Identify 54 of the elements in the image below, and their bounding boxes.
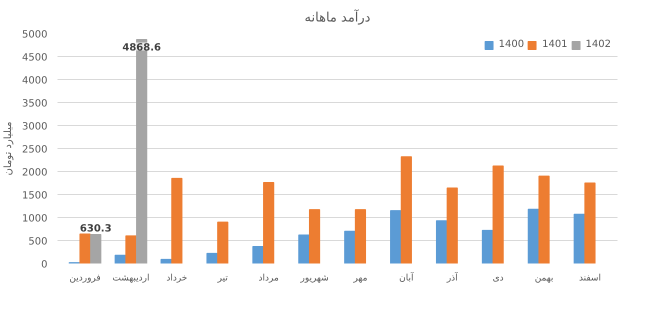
y-tick-label: 0 (41, 260, 48, 270)
x-tick-label: مرداد (258, 274, 279, 284)
bar (400, 156, 412, 264)
bar (390, 210, 402, 264)
legend-label: 1401 (542, 39, 568, 50)
y-tick-label: 4500 (22, 52, 48, 64)
x-tick-label: دی (492, 274, 504, 284)
bar (79, 234, 91, 264)
data-label: 630.3 (80, 224, 112, 235)
x-tick-label: آبان (399, 272, 414, 284)
x-tick-label: شهریور (299, 274, 329, 284)
y-axis-title: میلیارد تومان (3, 122, 14, 176)
bar (263, 182, 274, 264)
bar (436, 220, 448, 264)
y-tick-label: 2500 (22, 144, 48, 156)
y-tick-label: 5000 (22, 30, 48, 40)
data-label: 4868.6 (122, 42, 161, 54)
bar (574, 214, 585, 264)
bar (528, 208, 539, 264)
bar (114, 254, 126, 264)
y-tick-label: 4000 (22, 76, 48, 86)
bar (125, 235, 137, 264)
x-tick-label: آذر (446, 272, 458, 284)
bar (446, 188, 458, 264)
chart-title: درآمد ماهانه (304, 8, 371, 26)
y-tick-label: 3000 (22, 122, 48, 132)
bar (354, 209, 366, 264)
bar (492, 165, 504, 264)
x-tick-label: اردیبهشت (112, 274, 150, 284)
bar (538, 176, 550, 264)
bar (308, 209, 320, 264)
y-tick-label: 2000 (22, 168, 48, 178)
legend-label: 1402 (586, 39, 611, 50)
x-tick-label: خرداد (166, 274, 188, 284)
x-tick-label: تیر (216, 274, 228, 284)
x-tick-label: مهر (352, 274, 368, 284)
legend-label: 1400 (498, 39, 524, 50)
bar (298, 234, 310, 264)
bar (160, 258, 172, 264)
bar (344, 230, 356, 264)
x-tick-label: اسفند (578, 274, 601, 284)
y-tick-label: 3500 (22, 98, 48, 110)
x-tick-label: بهمن (534, 274, 554, 284)
bar (482, 230, 494, 264)
bar (584, 182, 596, 264)
x-tick-label: فروردین (69, 274, 101, 284)
y-tick-label: 1000 (22, 214, 48, 224)
bar (90, 234, 102, 264)
bar (252, 246, 264, 264)
bar (217, 222, 228, 264)
bar (206, 252, 218, 264)
bar (171, 178, 182, 264)
y-tick-label: 1500 (22, 190, 48, 202)
y-tick-label: 500 (28, 236, 48, 248)
